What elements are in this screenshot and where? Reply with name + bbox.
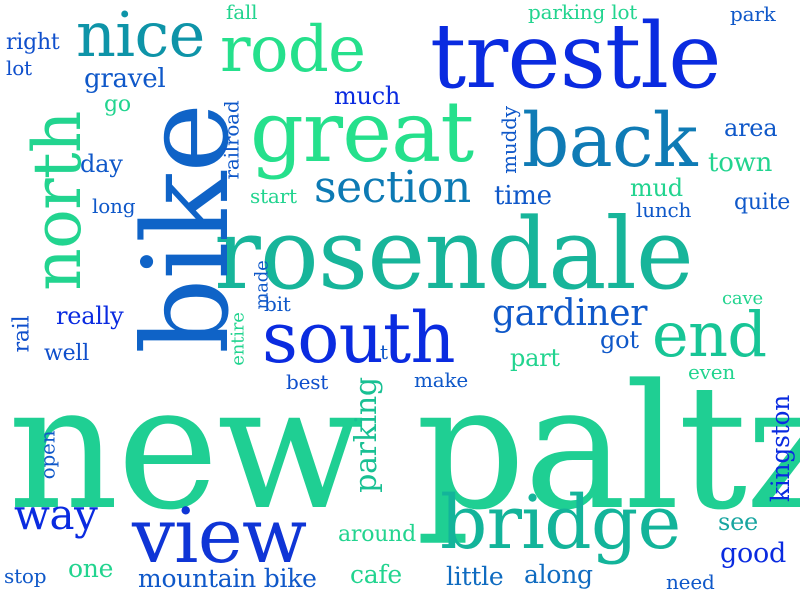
word-fall: fall [226,0,258,24]
word-north: north [18,111,96,291]
word-parking-lot: parking lot [528,0,638,24]
word-quite: quite [734,190,791,215]
word-bit: bit [264,292,291,316]
word-great: great [250,83,474,181]
word-new-paltz: new paltz [8,347,800,548]
word-much: much [334,82,401,110]
word-area: area [724,114,778,142]
word-make: make [414,368,469,392]
word-got: got [600,326,639,354]
word-gardiner: gardiner [492,293,648,334]
word-well: well [44,341,90,366]
word-park: park [730,2,776,26]
word-need: need [666,570,715,594]
word-around: around [338,522,416,547]
word-view: view [132,491,307,580]
word-stop: stop [4,564,47,588]
word-gravel: gravel [84,64,166,94]
word-cave: cave [722,288,763,309]
word-little: little [446,562,504,591]
word-way: way [14,490,98,539]
word-day: day [80,150,123,178]
word-best: best [286,370,329,394]
word-mud: mud [630,174,683,202]
word-cafe: cafe [350,560,402,589]
word-really: really [56,302,124,330]
word-town: town [708,148,773,178]
word-even: even [688,360,736,384]
word-muddy: muddy [496,106,521,174]
word-lot: lot [6,56,32,80]
word-lunch: lunch [636,198,692,222]
word-start: start [250,184,297,208]
word-railroad: railroad [219,100,244,180]
word-long: long [92,194,136,218]
word-rail: rail [9,315,35,353]
word-south: south [262,297,456,379]
word-part: part [510,344,560,372]
word-trestle: trestle [430,4,721,109]
word-good: good [720,538,786,569]
word-go: go [104,92,131,117]
word-right: right [6,30,60,55]
word-rosendale: rosendale [214,198,694,312]
word-parking: parking [348,377,384,493]
word-one: one [68,554,114,583]
word-end: end [652,298,767,371]
word-back: back [522,98,698,184]
word-time: time [494,181,552,211]
word-bridge: bridge [440,480,681,566]
word-see: see [718,508,759,536]
word-t: t [380,340,388,364]
word-nice: nice [76,0,205,71]
word-section: section [314,162,471,213]
word-rode: rode [220,13,366,87]
word-along: along [524,560,593,589]
word-entire: entire [227,312,249,366]
word-open: open [35,430,60,480]
word-mountain-bike: mountain bike [138,564,317,593]
word-kingston: kingston [766,394,796,503]
